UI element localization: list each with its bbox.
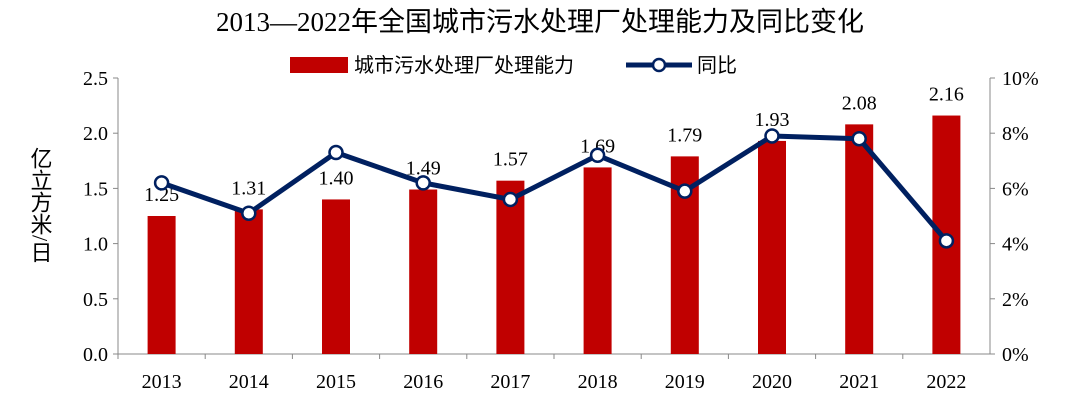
bar-data-label: 2.08: [842, 92, 877, 114]
bar-data-label: 1.79: [667, 124, 702, 146]
bar-data-label: 1.57: [493, 149, 528, 171]
legend-bar-label: 城市污水处理厂处理能力: [354, 54, 574, 77]
y2-tick-label: 10%: [1002, 68, 1039, 90]
bar-data-label: 1.69: [580, 135, 615, 157]
bar: [496, 180, 525, 354]
legend-line-label: 同比: [697, 54, 737, 77]
bar: [409, 189, 438, 354]
bar: [234, 209, 263, 354]
yoy-point: [328, 144, 344, 161]
bar-data-label: 1.31: [231, 177, 266, 199]
y-tick-label: 2.5: [83, 68, 108, 90]
bar-data-label: 1.93: [755, 109, 790, 131]
bar: [845, 124, 874, 354]
yoy-point: [938, 233, 955, 249]
bar-data-label: 1.25: [144, 184, 179, 206]
x-tick-label: 2022: [926, 371, 966, 393]
y-tick-label: 0.0: [83, 344, 108, 366]
x-tick-label: 2014: [229, 371, 269, 393]
y-axis-label: 亿立方米/日: [28, 147, 53, 263]
x-tick-label: 2017: [490, 371, 530, 393]
bar: [322, 199, 350, 354]
legend: 城市污水处理厂处理能力 同比: [290, 54, 737, 77]
y2-tick-label: 8%: [1002, 123, 1029, 145]
bar: [583, 167, 612, 354]
y-tick-label: 0.5: [83, 289, 108, 311]
yoy-point: [851, 130, 867, 147]
yoy-point: [589, 147, 606, 164]
legend-bar-swatch: [290, 57, 348, 73]
bar-data-label: 1.49: [406, 158, 441, 180]
yoy-point: [241, 205, 257, 221]
bar: [758, 140, 786, 354]
x-tick-label: 2019: [665, 371, 705, 393]
y-tick-label: 1.5: [83, 178, 108, 200]
chart-title: 2013—2022年全国城市污水处理厂处理能力及同比变化: [216, 7, 864, 37]
yoy-point: [415, 175, 431, 191]
y2-tick-label: 4%: [1002, 234, 1029, 256]
y2-tick-label: 6%: [1002, 178, 1029, 200]
legend-line-marker: [651, 57, 667, 73]
bar-data-label: 2.16: [929, 84, 964, 106]
y-tick-label: 2.0: [83, 123, 108, 145]
x-tick-label: 2021: [839, 371, 879, 393]
yoy-point: [502, 191, 519, 208]
yoy-point: [153, 175, 170, 191]
yoy-line: [160, 133, 949, 243]
yoy-point: [764, 128, 780, 144]
yoy-point: [677, 183, 693, 199]
x-tick-label: 2018: [578, 371, 618, 393]
y2-tick-label: 0%: [1002, 344, 1029, 366]
x-tick-label: 2016: [403, 371, 443, 393]
bar-data-label: 1.40: [319, 167, 354, 189]
x-tick-label: 2020: [752, 371, 792, 393]
y-tick-label: 1.0: [83, 234, 108, 256]
bar: [147, 216, 176, 354]
x-tick-label: 2013: [142, 371, 182, 393]
x-tick-label: 2015: [316, 371, 356, 393]
y2-tick-label: 2%: [1002, 289, 1029, 311]
